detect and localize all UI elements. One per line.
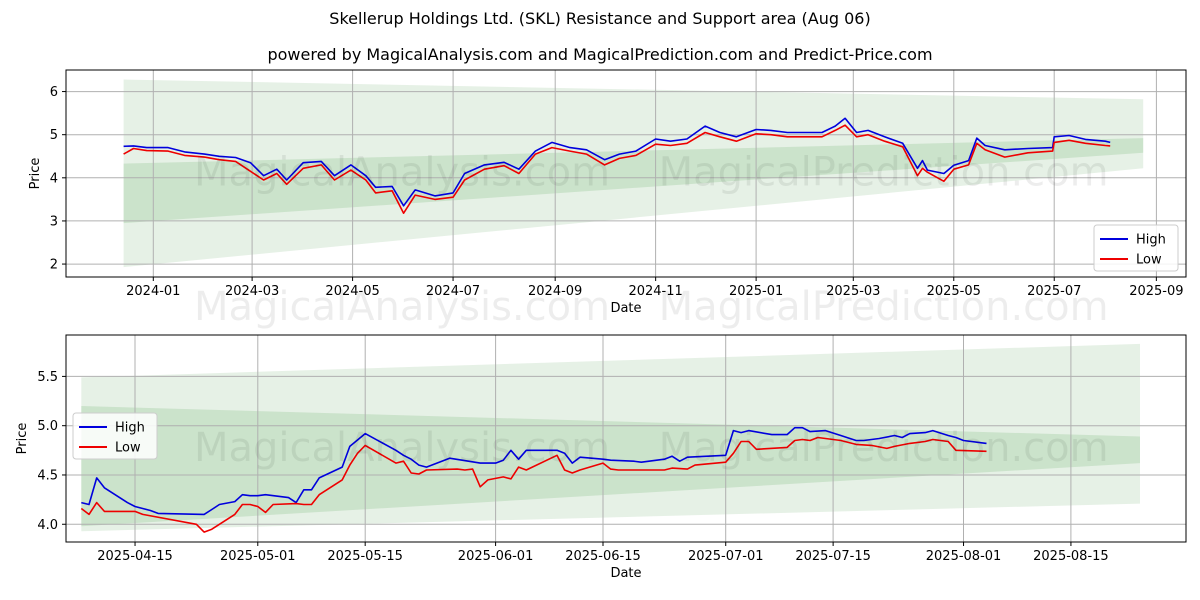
panel2-x-tick-label: 2025-05-01 bbox=[220, 549, 296, 564]
panel1-x-tick-label: 2024-11 bbox=[628, 284, 682, 299]
panel1-legend: High Low bbox=[1093, 224, 1179, 272]
panel1-x-tick-label: 2025-09 bbox=[1129, 284, 1183, 299]
panel2-x-tick-label: 2025-08-15 bbox=[1033, 549, 1109, 564]
panel2-x-tick-label: 2025-07-01 bbox=[688, 549, 764, 564]
panel1-x-tick-label: 2024-03 bbox=[225, 284, 279, 299]
panel2-x-tick-label: 2025-05-15 bbox=[327, 549, 403, 564]
panel1-y-tick-label: 4 bbox=[50, 171, 58, 186]
chart-title: Skellerup Holdings Ltd. (SKL) Resistance… bbox=[329, 9, 871, 28]
panel2-outer-band bbox=[81, 343, 1140, 532]
panel2-y-tick-label: 4.0 bbox=[37, 518, 58, 533]
panel1-x-tick-label: 2024-09 bbox=[528, 284, 582, 299]
panel1-x-tick-label: 2025-07 bbox=[1027, 284, 1081, 299]
panel1-y-tick-label: 6 bbox=[50, 85, 58, 100]
panel1-x-tick-label: 2025-03 bbox=[826, 284, 880, 299]
panel1-y-tick-label: 3 bbox=[50, 214, 58, 229]
panel2-x-tick-label: 2025-08-01 bbox=[926, 549, 1002, 564]
watermark-text: MagicalAnalysis.com bbox=[194, 284, 610, 330]
panel1-plot-area bbox=[66, 70, 1186, 277]
watermark-text: MagicalPrediction.com bbox=[659, 149, 1109, 195]
panel1-series-low-line bbox=[123, 124, 1111, 214]
panel2-x-tick-label: 2025-04-15 bbox=[97, 549, 173, 564]
panel1-x-tick-label: 2025-01 bbox=[729, 284, 783, 299]
panel1-x-tick-label: 2024-07 bbox=[426, 284, 480, 299]
chart-subtitle: powered by MagicalAnalysis.com and Magic… bbox=[267, 45, 933, 64]
panel2-series-low-line bbox=[80, 436, 987, 533]
watermark-text: MagicalAnalysis.com bbox=[194, 149, 610, 195]
panel1-x-tick-label: 2024-05 bbox=[325, 284, 379, 299]
panel2-x-tick-label: 2025-07-15 bbox=[795, 549, 871, 564]
panel2-y-tick-label: 5.5 bbox=[37, 370, 58, 385]
panel1-inner-band bbox=[123, 138, 1144, 224]
panel2-axes-frame bbox=[65, 334, 1187, 543]
panel2-legend-label-high: High bbox=[115, 421, 145, 436]
panel1-x-tick-label: 2024-01 bbox=[126, 284, 180, 299]
panel2-plot-area bbox=[66, 335, 1186, 542]
watermark-text: MagicalPrediction.com bbox=[659, 284, 1109, 330]
panel2-x-tick-label: 2025-06-15 bbox=[565, 549, 641, 564]
panel2-x-axis-label: Date bbox=[610, 566, 641, 581]
watermark-text: MagicalPrediction.com bbox=[659, 425, 1109, 471]
panel2-x-tick-label: 2025-06-01 bbox=[458, 549, 534, 564]
panel2-y-axis-label: Price bbox=[15, 423, 30, 455]
panel1-legend-label-high: High bbox=[1136, 233, 1166, 248]
panel1-x-axis-label: Date bbox=[610, 301, 641, 316]
panel2-series-high-line bbox=[81, 426, 987, 516]
watermark-text: MagicalAnalysis.com bbox=[194, 425, 610, 471]
panel2-legend: High Low bbox=[72, 412, 158, 460]
panel1-series-high-line bbox=[123, 117, 1111, 207]
panel2-y-tick-label: 5.0 bbox=[37, 419, 58, 434]
panel1-x-tick-label: 2025-05 bbox=[927, 284, 981, 299]
panel1-y-tick-label: 5 bbox=[50, 128, 58, 143]
panel2-legend-label-low: Low bbox=[115, 441, 141, 456]
panel2-inner-band bbox=[81, 406, 1140, 527]
panel1-y-tick-label: 2 bbox=[50, 258, 58, 273]
panel1-axes-frame bbox=[65, 69, 1187, 278]
panel1-outer-band bbox=[123, 79, 1144, 268]
panel1-legend-label-low: Low bbox=[1136, 253, 1162, 268]
panel1-y-axis-label: Price bbox=[28, 158, 43, 190]
panel2-y-tick-label: 4.5 bbox=[37, 468, 58, 483]
